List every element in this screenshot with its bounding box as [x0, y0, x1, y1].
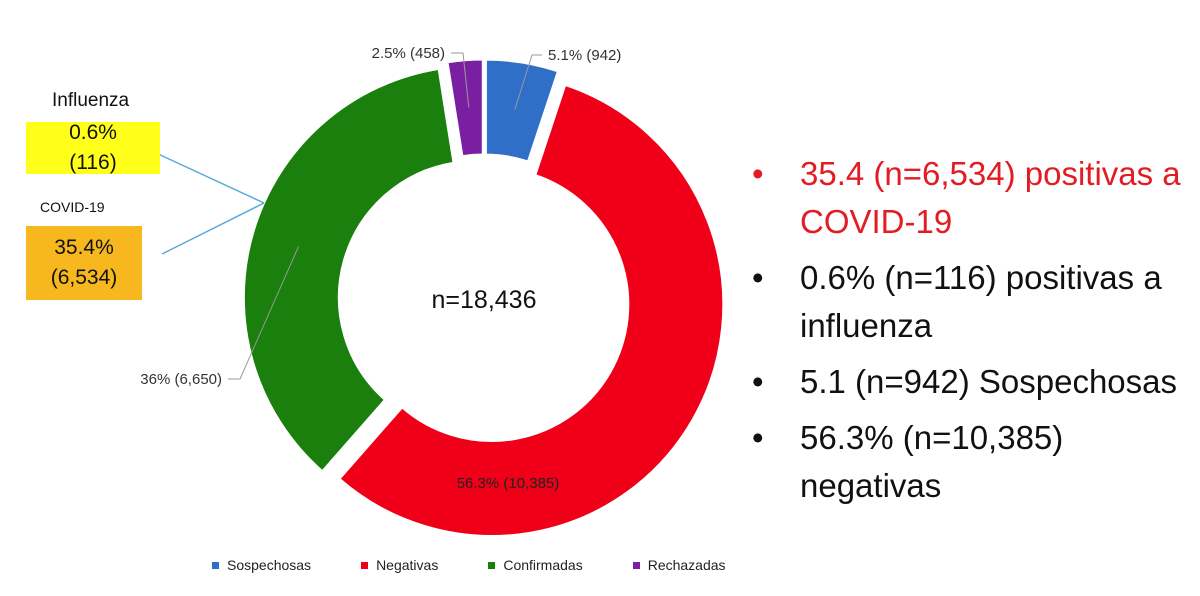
influenza-title: Influenza [52, 90, 130, 111]
donut-slice-negativas [336, 82, 726, 538]
donut-slice-confirmadas [241, 66, 456, 475]
leader-line [514, 54, 542, 110]
legend-label: Confirmadas [503, 557, 583, 573]
slice-label: 36% (6,650) [140, 371, 222, 388]
donut-slice-rechazadas [445, 57, 485, 159]
covid-value: 35.4% (6,534) [50, 236, 118, 289]
bullet-icon: • [752, 363, 764, 400]
covid-title: COVID-19 [40, 199, 105, 215]
legend-label: Rechazadas [647, 557, 726, 573]
legend-item: Rechazadas [632, 557, 726, 573]
leader-line [228, 246, 300, 380]
note-text: 5.1 (n=942) Sospechosas [800, 363, 1178, 400]
legend-swatch [632, 561, 640, 569]
note-item: • 35.4 (n=6,534) positivas a COVID-19 [752, 150, 1192, 246]
covid-value-box: 35.4% (6,534) [26, 226, 142, 300]
connector-line [142, 146, 265, 204]
note-item: • 0.6% (n=116) positivas a influenza [752, 254, 1192, 350]
influenza-value: 0.6% (116) [69, 121, 117, 174]
slice-label: 2.5% (458) [372, 45, 445, 62]
note-text: 35.4 (n=6,534) positivas a COVID-19 [800, 155, 1181, 240]
note-text: 0.6% (n=116) positivas a influenza [800, 259, 1162, 344]
connector-line [161, 202, 265, 255]
bullet-icon: • [752, 155, 764, 192]
notes-list: • 35.4 (n=6,534) positivas a COVID-19 • 0.… [752, 150, 1192, 518]
legend-swatch [212, 561, 219, 569]
bullet-icon: • [752, 419, 764, 456]
legend-label: Negativas [376, 557, 439, 573]
donut-slice-sospechosas [483, 57, 561, 164]
legend-label: Sospechosas [227, 557, 312, 573]
note-text: 56.3% (n=10,385) negativas [800, 419, 1064, 504]
influenza-value-box: 0.6% (116) [26, 121, 160, 174]
leader-line [451, 52, 470, 108]
legend-item: Sospechosas [212, 557, 311, 573]
note-item: • 56.3% (n=10,385) negativas [752, 414, 1192, 510]
slice-label: 5.1% (942) [548, 47, 621, 64]
center-label: n=18,436 [432, 286, 537, 314]
note-item: • 5.1 (n=942) Sospechosas [752, 358, 1192, 406]
chart-legend: Sospechosas Negativas Confirmadas Rechaz… [212, 557, 726, 573]
legend-item: Confirmadas [488, 557, 583, 573]
legend-swatch [488, 561, 496, 569]
legend-swatch [361, 561, 369, 569]
legend-item: Negativas [361, 557, 438, 573]
slice-label: 56.3% (10,385) [457, 475, 560, 492]
bullet-icon: • [752, 259, 764, 296]
